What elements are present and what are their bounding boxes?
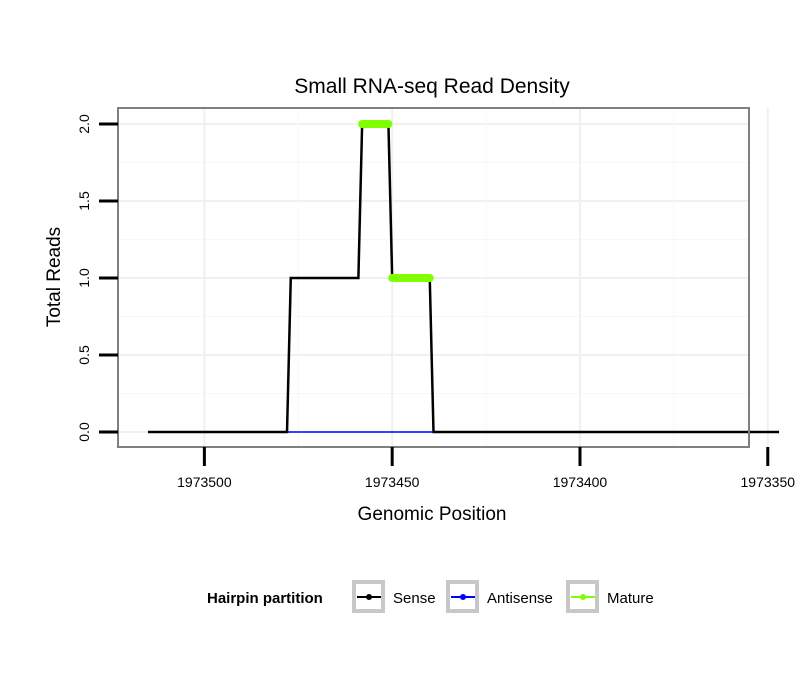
x-tick-label: 1973450 — [365, 474, 420, 490]
legend-dot-mature — [580, 594, 586, 600]
x-axis-label: Genomic Position — [358, 504, 507, 525]
x-tick-label: 1973500 — [177, 474, 232, 490]
legend-label-sense: Sense — [393, 590, 436, 607]
legend-title: Hairpin partition — [207, 590, 323, 607]
series-layer — [148, 120, 780, 434]
y-tick-label: 0.0 — [76, 422, 92, 442]
chart-title: Small RNA-seq Read Density — [294, 75, 570, 98]
x-tick-label: 1973400 — [553, 474, 608, 490]
y-axis: 0.0 0.5 1.0 1.5 2.0 — [76, 114, 118, 442]
legend: Hairpin partition Sense Antisense Mature — [207, 580, 654, 613]
x-axis: 1973500 1973450 1973400 1973350 — [177, 447, 795, 490]
legend-label-antisense: Antisense — [487, 590, 553, 607]
legend-dot-sense — [366, 594, 372, 600]
y-tick-label: 0.5 — [76, 345, 92, 365]
legend-item-mature: Mature — [566, 580, 654, 613]
legend-label-mature: Mature — [607, 590, 654, 607]
legend-item-sense: Sense — [352, 580, 436, 613]
y-tick-label: 1.5 — [76, 191, 92, 211]
x-tick-label: 1973350 — [741, 474, 796, 490]
y-tick-label: 1.0 — [76, 268, 92, 288]
y-axis-label: Total Reads — [44, 227, 65, 327]
legend-dot-antisense — [460, 594, 466, 600]
legend-item-antisense: Antisense — [446, 580, 553, 613]
y-tick-label: 2.0 — [76, 114, 92, 134]
